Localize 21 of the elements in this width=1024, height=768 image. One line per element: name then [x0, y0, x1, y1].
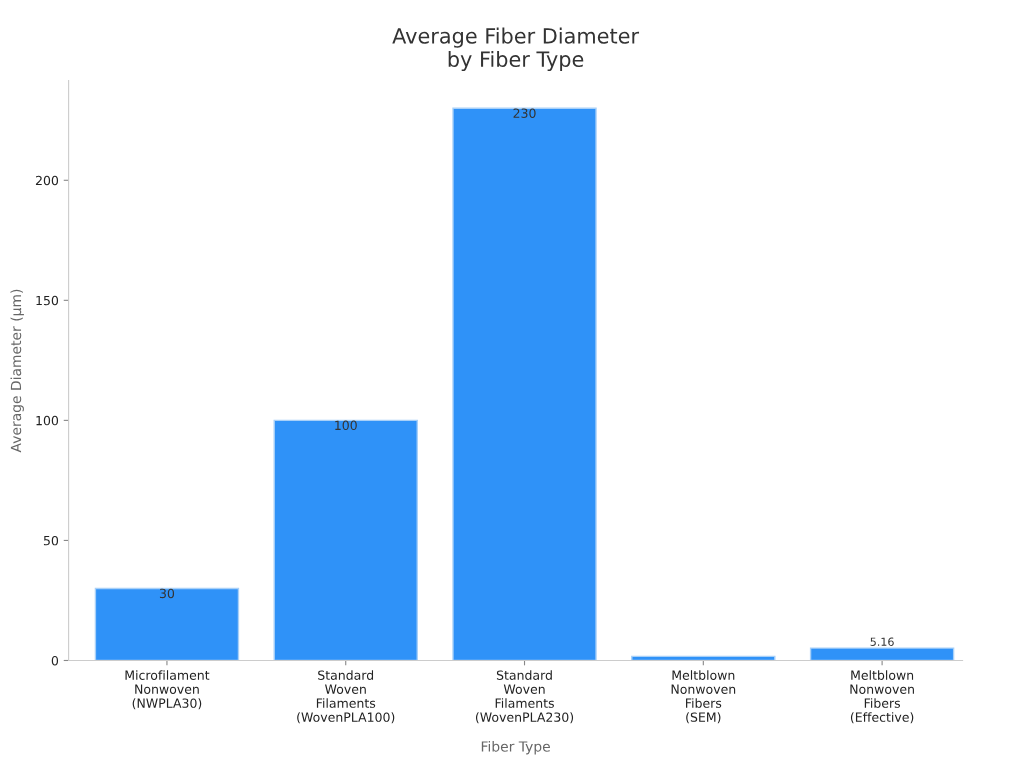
- data-label: 100: [335, 420, 357, 431]
- bar: [273, 419, 418, 661]
- y-tick-label: 150: [36, 295, 59, 306]
- chart-title: Average Fiber Diameter by Fiber Type: [392, 27, 640, 72]
- bar: [809, 647, 955, 661]
- y-tick-label: 200: [35, 175, 59, 186]
- x-tick-label: Standard Woven Filaments (WovenPLA230): [475, 670, 574, 724]
- y-tick-label: 100: [36, 415, 59, 426]
- data-label: 30: [159, 588, 175, 599]
- y-tick-label: 50: [43, 535, 59, 546]
- y-axis-title: Average Diameter (µm): [10, 289, 24, 453]
- bar: [94, 587, 240, 661]
- x-tick-label: Standard Woven Filaments (WovenPLA100): [297, 670, 395, 724]
- x-tick-label: Meltblown Nonwoven Fibers (Effective): [850, 670, 914, 724]
- x-tick-label: Meltblown Nonwoven Fibers (SEM): [671, 670, 736, 724]
- x-tick-label: Microfilament Nonwoven (NWPLA30): [125, 670, 210, 710]
- y-tick-label: 0: [51, 655, 59, 666]
- data-label: 230: [513, 108, 536, 118]
- data-label: 5.16: [870, 637, 894, 646]
- bar: [452, 107, 597, 661]
- x-axis-title: Fiber Type: [481, 740, 550, 755]
